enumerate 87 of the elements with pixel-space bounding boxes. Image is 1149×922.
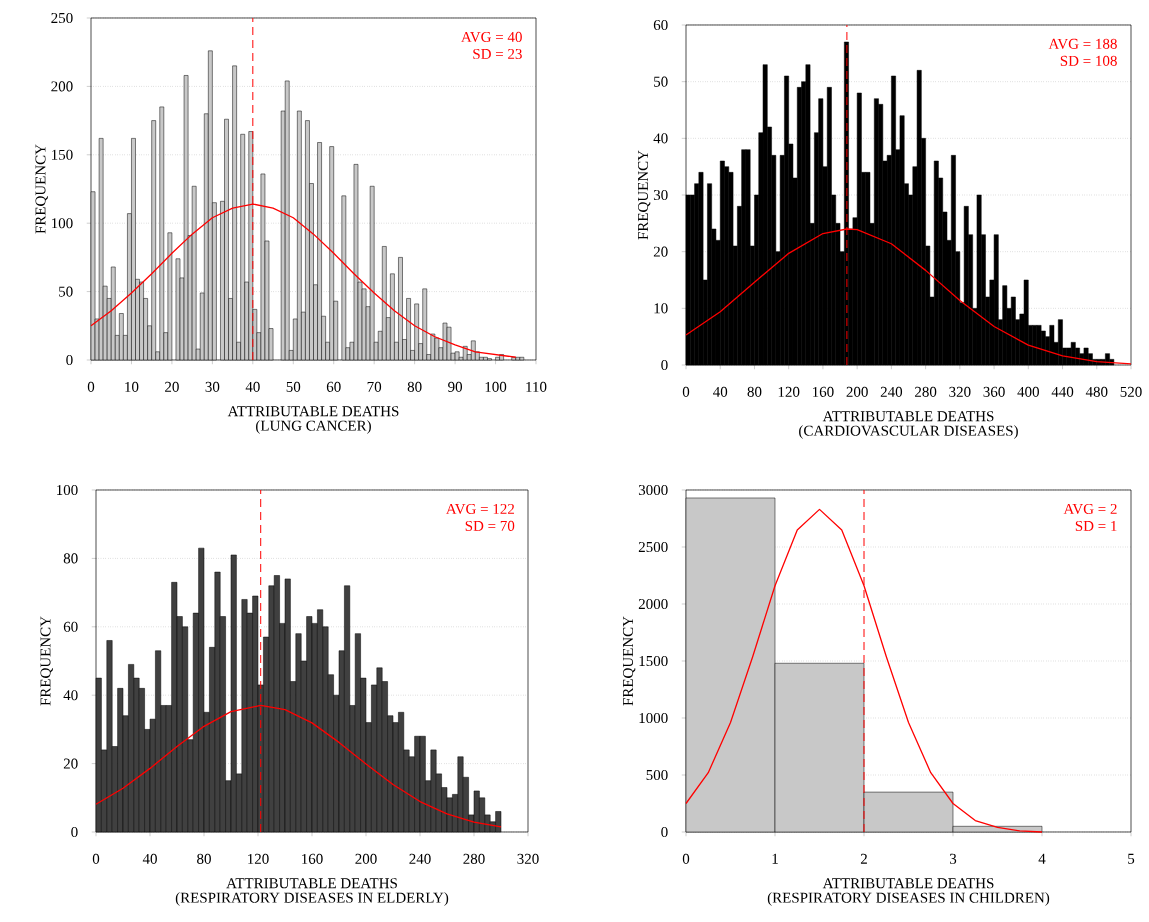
- x-tick-label: 10: [125, 381, 139, 392]
- y-axis-title: FREQUENCY: [35, 144, 48, 234]
- x-axis-title: ATTRIBUTABLE DEATHS: [227, 406, 399, 417]
- x-tick-label: 50: [286, 381, 301, 392]
- x-tick-label: 240: [880, 386, 903, 397]
- y-tick-label: 0: [66, 354, 73, 366]
- y-tick-label: 0: [661, 359, 668, 371]
- y-axis-title: FREQUENCY: [622, 616, 636, 706]
- annotation: SD = 108: [1060, 55, 1117, 66]
- y-tick-label: 80: [63, 553, 78, 564]
- y-tick-label: 20: [653, 246, 668, 257]
- annotation: AVG = 188: [1048, 38, 1117, 49]
- text: (RESPIRATORY DISEASES IN ELDERLY): [175, 892, 449, 906]
- annotation: SD = 23: [473, 48, 522, 59]
- y-tick-label: 60: [653, 19, 668, 31]
- x-tick-label: 40: [142, 853, 157, 864]
- x-tick-label: 3: [949, 853, 957, 864]
- y-tick-label: 200: [51, 81, 73, 92]
- x-tick-label: 70: [367, 381, 382, 392]
- x-tick-label: 320: [949, 386, 971, 397]
- y-tick-label: 100: [52, 218, 73, 229]
- x-tick-label: 160: [302, 853, 323, 864]
- x-tick-label: 120: [248, 853, 269, 864]
- y-axis-title: FREQUENCY: [40, 616, 53, 706]
- y-tick-label: 100: [57, 484, 78, 496]
- x-tick-label: 110: [526, 381, 547, 392]
- x-tick-label: 480: [1085, 386, 1108, 397]
- annotation: SD = 1: [1075, 520, 1117, 531]
- x-tick-label: 520: [1120, 386, 1142, 397]
- y-tick-label: 40: [63, 690, 78, 701]
- x-tick-label: 400: [1017, 386, 1039, 397]
- y-tick-label: 60: [63, 621, 78, 632]
- x-tick-label: 360: [983, 386, 1005, 397]
- x-tick-label: 0: [682, 386, 690, 397]
- x-tick-label: 280: [915, 386, 937, 397]
- y-tick-label: 150: [52, 149, 73, 160]
- x-tick-label: 2: [860, 853, 867, 864]
- x-tick-label: 240: [409, 853, 431, 864]
- x-axis-title: ATTRIBUTABLE DEATHS: [822, 411, 994, 422]
- x-tick-label: 20: [165, 381, 179, 392]
- y-tick-label: 2000: [638, 598, 668, 610]
- y-tick-label: 40: [653, 133, 668, 144]
- x-tick-label: 40: [713, 386, 728, 397]
- x-tick-label: 80: [197, 853, 211, 864]
- x-tick-label: 90: [448, 381, 463, 392]
- x-tick-label: 320: [517, 853, 539, 864]
- x-axis-title: ATTRIBUTABLE DEATHS: [822, 878, 994, 889]
- annotation: SD = 70: [465, 520, 515, 531]
- x-tick-label: 80: [747, 386, 762, 397]
- x-tick-label: 200: [355, 853, 377, 864]
- x-tick-label: 440: [1051, 386, 1074, 397]
- y-tick-label: 2500: [638, 541, 668, 553]
- text: (RESPIRATORY DISEASES IN CHILDREN): [767, 892, 1050, 906]
- x-tick-label: 1: [772, 853, 778, 864]
- x-tick-label: 30: [205, 381, 220, 392]
- x-tick-label: 0: [682, 853, 690, 864]
- y-tick-label: 20: [63, 758, 78, 769]
- x-tick-label: 0: [92, 853, 100, 864]
- x-tick-label: 4: [1038, 853, 1046, 864]
- annotation: AVG = 2: [1063, 503, 1117, 515]
- y-tick-label: 0: [71, 826, 78, 838]
- y-tick-label: 1000: [639, 712, 668, 724]
- x-tick-label: 80: [407, 381, 422, 392]
- x-tick-label: 60: [326, 381, 341, 392]
- y-tick-label: 3000: [638, 484, 668, 496]
- x-tick-label: 120: [778, 386, 800, 397]
- y-tick-label: 30: [653, 189, 668, 201]
- x-tick-label: 5: [1128, 853, 1135, 864]
- y-tick-label: 500: [646, 769, 668, 781]
- y-tick-label: 10: [654, 303, 668, 314]
- x-tick-label: 160: [813, 386, 834, 397]
- x-tick-label: 100: [485, 381, 507, 392]
- annotation: AVG = 40: [461, 31, 522, 43]
- x-tick-label: 280: [463, 853, 485, 864]
- y-axis-title: FREQUENCY: [637, 150, 651, 240]
- y-tick-label: 1500: [639, 655, 668, 667]
- y-tick-label: 250: [51, 12, 73, 24]
- x-tick-label: 40: [245, 381, 260, 392]
- annotation: AVG = 122: [445, 503, 514, 515]
- text: (CARDIOVASCULAR DISEASES): [799, 425, 1018, 439]
- x-tick-label: 200: [846, 386, 868, 397]
- x-axis-title: ATTRIBUTABLE DEATHS: [226, 878, 397, 889]
- y-tick-label: 50: [654, 76, 668, 87]
- text: (LUNG CANCER): [256, 420, 371, 434]
- x-tick-label: 0: [87, 381, 95, 392]
- y-tick-label: 50: [59, 286, 73, 297]
- y-tick-label: 0: [661, 826, 668, 838]
